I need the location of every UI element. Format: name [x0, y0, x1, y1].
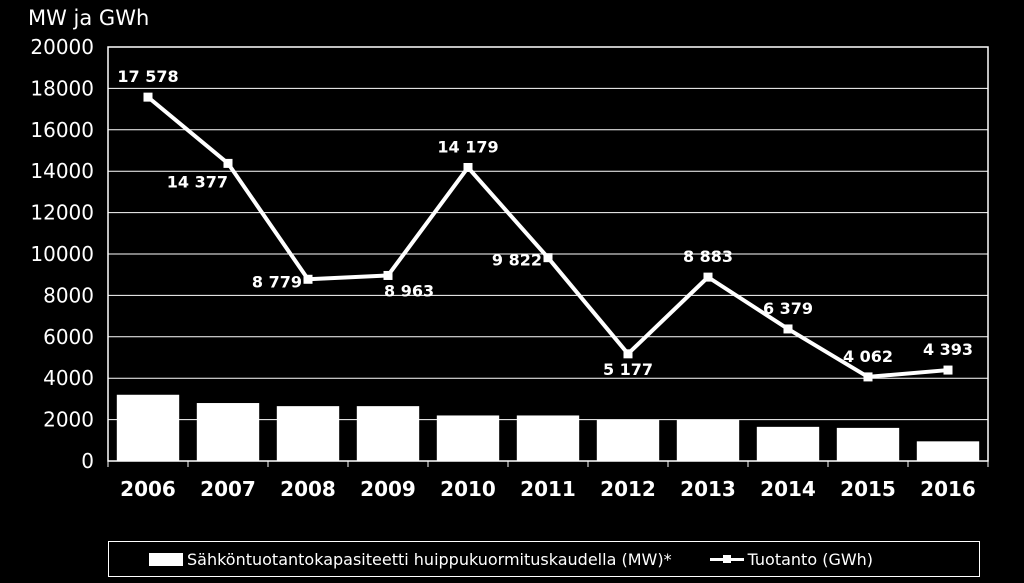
x-tick-label: 2014 [760, 477, 816, 501]
y-tick-label: 20000 [30, 35, 94, 59]
x-tick-label: 2011 [520, 477, 576, 501]
production-marker [703, 272, 713, 282]
data-label-production: 14 179 [437, 137, 498, 156]
production-marker [863, 372, 873, 382]
production-marker [783, 324, 793, 334]
bar-capacity [516, 415, 580, 461]
production-marker [543, 253, 553, 263]
x-tick-label: 2013 [680, 477, 736, 501]
data-label-production: 9 822 [492, 251, 542, 270]
production-marker [143, 92, 153, 102]
y-tick-label: 0 [81, 449, 94, 473]
bar-capacity [356, 406, 420, 461]
x-tick-label: 2009 [360, 477, 416, 501]
legend-label-production: Tuotanto (GWh) [747, 549, 874, 569]
y-tick-label: 14000 [30, 159, 94, 183]
legend-label-capacity: Sähköntuotantokapasiteetti huippukuormit… [187, 549, 672, 569]
x-tick-label: 2010 [440, 477, 496, 501]
production-marker [383, 270, 393, 280]
legend-item-production: Tuotanto (GWh) [709, 549, 874, 569]
bar-capacity [836, 427, 900, 461]
x-tick-label: 2006 [120, 477, 176, 501]
bar-capacity [436, 415, 500, 461]
bar-capacity [196, 403, 260, 461]
y-tick-label: 8000 [43, 283, 94, 307]
data-label-production: 4 062 [843, 347, 893, 366]
y-tick-label: 12000 [30, 201, 94, 225]
bar-capacity [276, 406, 340, 461]
production-marker [623, 349, 633, 359]
legend-bar-swatch [149, 552, 183, 566]
bar-capacity [116, 394, 180, 461]
x-tick-label: 2012 [600, 477, 656, 501]
legend: Sähköntuotantokapasiteetti huippukuormit… [108, 541, 980, 577]
bar-capacity [916, 441, 980, 461]
data-label-production: 5 177 [603, 360, 653, 379]
production-marker [463, 162, 473, 172]
y-tick-label: 2000 [43, 408, 94, 432]
legend-line-swatch [709, 553, 744, 566]
x-tick-label: 2015 [840, 477, 896, 501]
bar-capacity [756, 426, 820, 461]
production-marker [223, 158, 233, 168]
data-label-production: 8 883 [683, 247, 733, 266]
data-label-production: 8 963 [384, 281, 434, 300]
y-tick-label: 10000 [30, 242, 94, 266]
data-label-production: 8 779 [252, 272, 302, 291]
y-tick-label: 18000 [30, 76, 94, 100]
x-tick-label: 2016 [920, 477, 976, 501]
legend-item-capacity: Sähköntuotantokapasiteetti huippukuormit… [149, 550, 672, 569]
y-tick-label: 4000 [43, 366, 94, 390]
x-tick-label: 2007 [200, 477, 256, 501]
x-tick-label: 2008 [280, 477, 336, 501]
y-tick-label: 6000 [43, 325, 94, 349]
production-marker [943, 365, 953, 375]
bar-capacity [676, 419, 740, 461]
y-tick-label: 16000 [30, 118, 94, 142]
y-axis-unit-label: MW ja GWh [28, 6, 150, 30]
data-label-production: 6 379 [763, 299, 813, 318]
production-line [146, 95, 949, 379]
data-label-production: 4 393 [923, 340, 973, 359]
data-label-production: 17 578 [117, 67, 178, 86]
data-label-production: 14 377 [167, 172, 228, 191]
bar-capacity [596, 419, 660, 461]
production-marker [303, 274, 313, 284]
